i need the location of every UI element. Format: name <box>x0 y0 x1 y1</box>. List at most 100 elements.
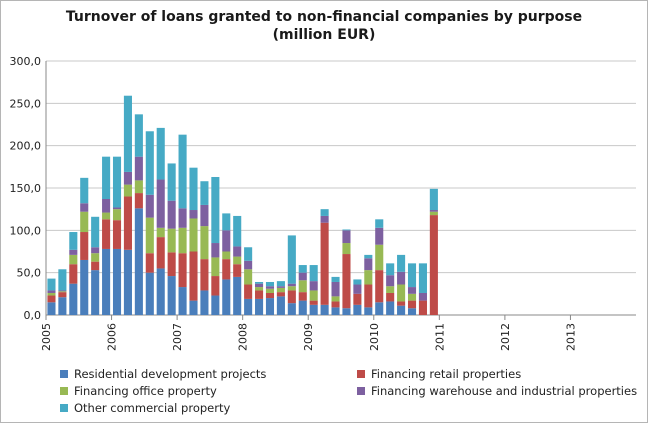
bar-retail <box>287 290 296 304</box>
bar-warehouse <box>342 230 351 244</box>
y-tick-label: 150,0 <box>10 182 42 195</box>
bar-residential <box>69 283 78 315</box>
bar-other <box>255 281 264 284</box>
bar-other <box>298 265 307 273</box>
chart-subtitle: (million EUR) <box>272 27 376 43</box>
bar-other <box>102 156 111 200</box>
bar-retail <box>47 295 56 303</box>
bar-residential <box>386 301 395 315</box>
bar-warehouse <box>102 199 111 213</box>
bar-office <box>287 286 296 291</box>
legend-item-other: Other commercial property <box>60 400 230 416</box>
x-year-label: 2012 <box>499 323 512 351</box>
x-year-label: 2013 <box>564 323 577 351</box>
bar-warehouse <box>397 271 406 285</box>
chart-title: Turnover of loans granted to non-financi… <box>65 9 583 25</box>
bar-warehouse <box>200 204 209 227</box>
x-year-label: 2008 <box>237 323 250 351</box>
bar-retail <box>222 259 231 280</box>
bar-office <box>265 288 275 293</box>
bar-office <box>167 228 176 253</box>
bar-retail <box>145 253 154 273</box>
bar-office <box>244 269 253 285</box>
legend-swatch-office <box>60 386 68 395</box>
bar-warehouse <box>255 283 264 288</box>
x-year-label: 2009 <box>302 323 315 351</box>
bar-retail <box>178 253 187 288</box>
bar-retail <box>134 193 143 209</box>
bar-retail <box>265 292 275 299</box>
bar-office <box>178 227 187 254</box>
bar-other <box>200 181 209 205</box>
bar-warehouse <box>418 292 427 301</box>
bar-residential <box>276 296 285 315</box>
bar-retail <box>167 252 176 277</box>
x-year-label: 2007 <box>171 323 184 351</box>
bar-warehouse <box>244 260 253 270</box>
bar-office <box>375 244 384 271</box>
bar-residential <box>233 276 242 315</box>
bar-office <box>58 291 67 293</box>
bar-warehouse <box>331 281 340 297</box>
bar-retail <box>386 292 395 302</box>
bar-residential <box>375 302 384 315</box>
bar-warehouse <box>353 284 362 294</box>
bar-retail <box>320 222 329 305</box>
bar-office <box>145 217 154 254</box>
bar-other <box>364 254 373 259</box>
bar-other <box>222 213 231 231</box>
bar-office <box>342 243 351 255</box>
bar-residential <box>145 272 154 315</box>
bar-retail <box>298 292 307 301</box>
bar-retail <box>211 276 220 296</box>
bar-other <box>353 279 362 285</box>
bar-other <box>211 176 220 244</box>
bar-residential <box>80 259 89 315</box>
bar-office <box>211 257 220 277</box>
bar-retail <box>364 284 373 308</box>
bar-other <box>276 281 285 287</box>
bar-office <box>189 218 198 252</box>
bar-office <box>112 209 122 221</box>
bar-warehouse <box>386 275 395 287</box>
bar-office <box>69 254 78 265</box>
legend-swatch-warehouse <box>357 386 365 395</box>
bar-residential <box>178 287 187 315</box>
bar-office <box>364 270 373 285</box>
legend-label-warehouse: Financing warehouse and industrial prope… <box>371 384 638 398</box>
bar-office <box>123 184 132 197</box>
bar-retail <box>342 254 351 309</box>
bar-residential <box>397 305 406 315</box>
bar-warehouse <box>287 283 296 287</box>
bar-retail <box>276 292 285 297</box>
bar-office <box>276 287 285 293</box>
y-tick-label: 100,0 <box>10 224 42 237</box>
bar-residential <box>222 279 231 315</box>
bar-retail <box>353 293 362 305</box>
bar-residential <box>167 276 176 315</box>
bar-other <box>309 265 318 282</box>
bar-other <box>331 276 340 282</box>
y-tick-label: 50,0 <box>17 267 42 280</box>
bar-retail <box>233 264 242 277</box>
bar-residential <box>320 304 329 315</box>
bar-warehouse <box>375 227 384 245</box>
bar-other <box>287 235 296 284</box>
bar-office <box>134 180 143 194</box>
bar-other <box>418 263 427 293</box>
legend-label-residential: Residential development projects <box>74 367 267 381</box>
bar-residential <box>331 307 340 315</box>
bar-warehouse <box>276 286 285 288</box>
x-year-label: 2010 <box>368 323 381 351</box>
y-tick-label: 0,0 <box>24 309 42 322</box>
bar-residential <box>353 304 362 315</box>
chart-title-block: Turnover of loans granted to non-financi… <box>0 8 648 44</box>
bar-other <box>244 247 253 261</box>
bar-other <box>178 134 187 209</box>
bar-warehouse <box>58 290 67 292</box>
bar-retail <box>331 301 340 308</box>
y-tick-label: 200,0 <box>10 140 42 153</box>
bar-office <box>309 290 318 301</box>
bar-retail <box>418 300 427 315</box>
